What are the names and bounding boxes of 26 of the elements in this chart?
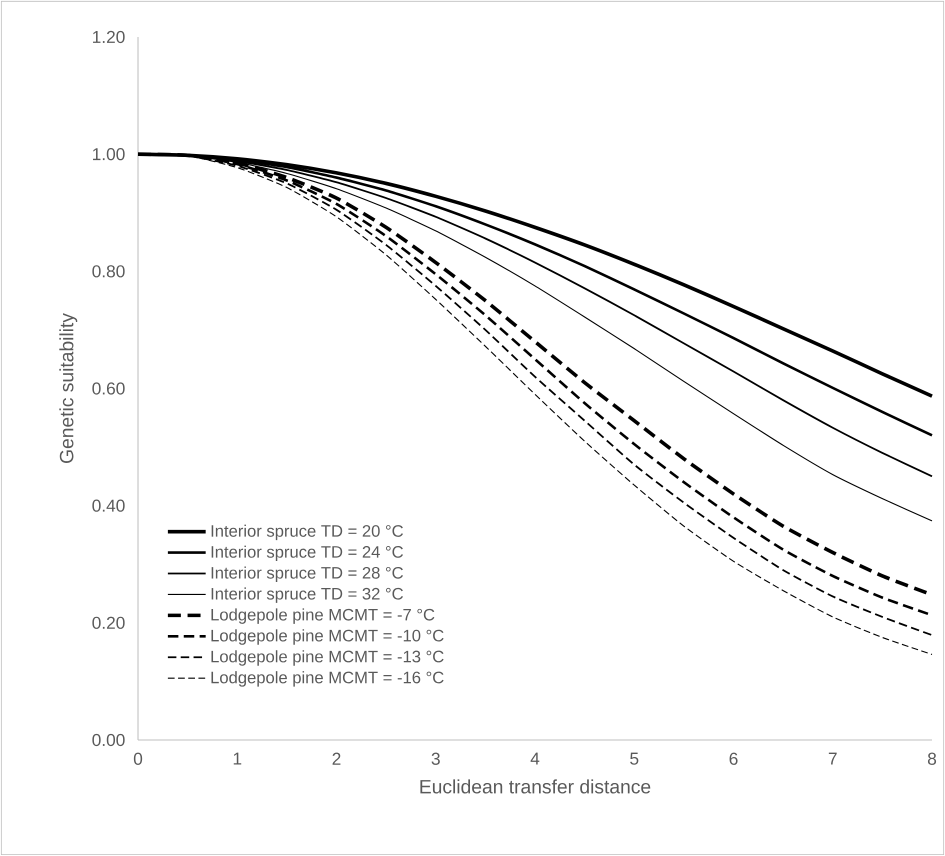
y-tick-label: 0.80 — [92, 265, 125, 278]
y-tick-label: 0.60 — [92, 382, 125, 395]
legend-label: Interior spruce TD = 24 °C — [212, 546, 403, 562]
x-tick-label: 2 — [332, 752, 340, 765]
y-tick-label: 0.20 — [92, 616, 125, 629]
y-tick-label: 0.40 — [92, 500, 125, 512]
y-tick-label: 1.00 — [93, 148, 125, 160]
x-tick-label: 7 — [828, 752, 837, 765]
x-tick-label: 4 — [530, 752, 540, 765]
x-tick-label: 0 — [134, 752, 142, 765]
x-tick-label: 8 — [928, 752, 936, 765]
x-tick-label: 5 — [630, 752, 638, 765]
legend-label: Lodgepole pine MCMT = -13 °C — [211, 650, 444, 666]
x-tick-label: 1 — [234, 752, 242, 765]
legend-label: Lodgepole pine MCMT = -7 °C — [211, 608, 434, 624]
y-tick-label: 1.20 — [93, 30, 125, 44]
x-axis-title: Euclidean transfer distance — [420, 779, 650, 794]
y-tick-label: 0.00 — [92, 734, 125, 746]
legend-label: Lodgepole pine MCMT = -10 °C — [211, 629, 444, 645]
legend-label: Interior spruce TD = 28 °C — [212, 566, 403, 582]
legend-label: Interior spruce TD = 32 °C — [212, 587, 403, 603]
x-tick-label: 6 — [730, 752, 738, 765]
x-tick-label: 3 — [432, 752, 440, 765]
legend-label: Interior spruce TD = 20 °C — [212, 524, 403, 540]
y-axis-title: Genetic suitability — [59, 313, 78, 463]
legend-label: Lodgepole pine MCMT = -16 °C — [211, 671, 444, 687]
